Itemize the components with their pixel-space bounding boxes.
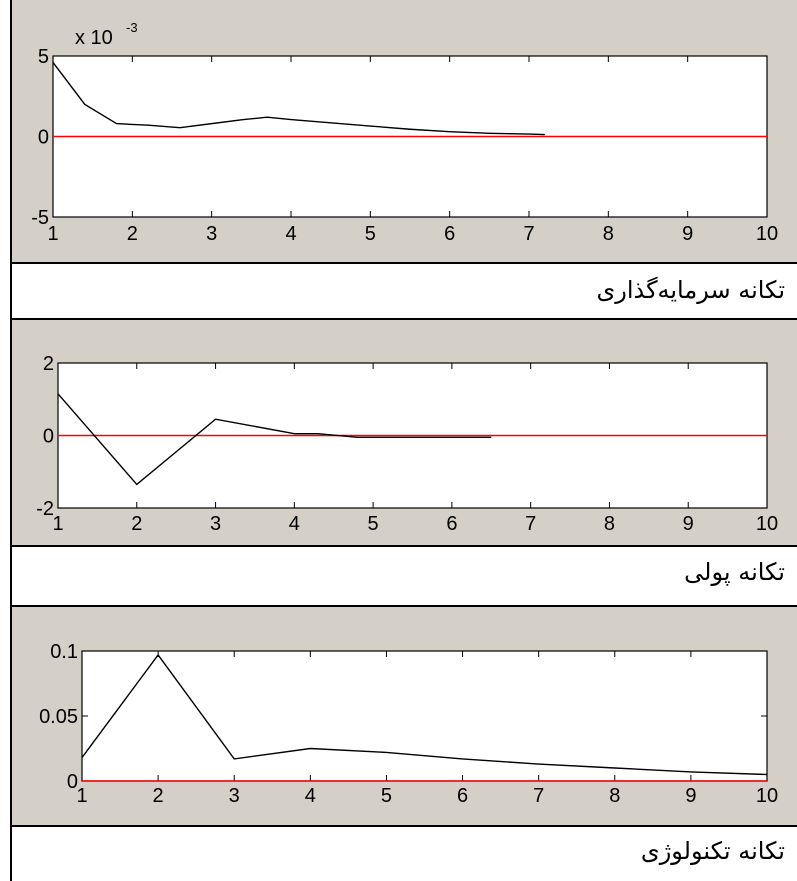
divider-1 — [10, 262, 797, 264]
x-tick-label: 5 — [381, 785, 392, 807]
x-tick-label: 6 — [457, 785, 468, 807]
y-exponent-label: x 10 — [75, 27, 113, 49]
x-tick-label: 10 — [756, 785, 778, 807]
y-tick-label: -2 — [36, 498, 54, 520]
monetary-shock-chart: 1 2 3 4 5 6 7 8 9 10 2 0 -2 — [36, 353, 778, 535]
caption-technology-shock: تکانه تکنولوژی — [640, 837, 785, 865]
x-tick-label: 10 — [756, 513, 778, 535]
y-tick-label: 5 — [38, 46, 49, 68]
response-line — [52, 62, 545, 136]
x-tick-label: 10 — [756, 223, 778, 245]
technology-shock-chart: 1 2 3 4 5 6 7 8 9 10 0.1 0.05 0 — [39, 641, 778, 807]
x-tick-label: 5 — [365, 223, 376, 245]
caption-monetary-shock: تکانه پولی — [684, 558, 785, 586]
x-tick-label: 4 — [305, 785, 316, 807]
x-tick-label: 6 — [446, 513, 457, 535]
x-tick-label: 7 — [533, 785, 544, 807]
chart-panel-1: 1 2 3 4 5 6 7 8 9 10 5 0 -5 x 10 -3 — [12, 0, 797, 262]
x-tick-label: 8 — [604, 513, 615, 535]
caption-investment-shock: تکانه سرمایه‌گذاری — [596, 276, 785, 304]
divider-4 — [10, 605, 797, 607]
divider-2 — [10, 318, 797, 320]
x-tick-label: 2 — [153, 785, 164, 807]
y-exponent-power: -3 — [126, 20, 138, 35]
plot-area — [81, 650, 768, 782]
chart-panel-2: 1 2 3 4 5 6 7 8 9 10 2 0 -2 — [12, 320, 797, 545]
y-tick-label: 2 — [43, 353, 54, 375]
y-tick-label: 0.1 — [50, 641, 78, 663]
divider-5 — [10, 825, 797, 827]
divider-3 — [10, 545, 797, 547]
response-line — [81, 653, 768, 776]
x-tick-label: 1 — [47, 223, 58, 245]
x-tick-label: 2 — [131, 513, 142, 535]
x-tick-label: 6 — [444, 223, 455, 245]
x-tick-label: 9 — [685, 785, 696, 807]
x-tick-label: 2 — [127, 223, 138, 245]
x-tick-label: 3 — [210, 513, 221, 535]
y-tick-label: -5 — [31, 207, 49, 229]
y-tick-label: 0.05 — [39, 706, 78, 728]
left-border — [10, 0, 12, 881]
x-tick-label: 9 — [682, 223, 693, 245]
x-tick-label: 7 — [523, 223, 534, 245]
x-tick-label: 3 — [229, 785, 240, 807]
y-tick-label: 0 — [43, 426, 54, 448]
x-tick-label: 5 — [368, 513, 379, 535]
x-tick-label: 4 — [289, 513, 300, 535]
response-line — [57, 393, 492, 486]
x-tick-label: 4 — [285, 223, 296, 245]
x-tick-label: 1 — [52, 513, 63, 535]
chart-panel-3: 1 2 3 4 5 6 7 8 9 10 0.1 0.05 0 — [12, 607, 797, 825]
x-tick-label: 3 — [206, 223, 217, 245]
x-tick-label: 7 — [525, 513, 536, 535]
y-tick-label: 0 — [67, 771, 78, 793]
investment-shock-chart: 1 2 3 4 5 6 7 8 9 10 5 0 -5 x 10 -3 — [31, 20, 778, 245]
x-tick-label: 8 — [609, 785, 620, 807]
x-tick-label: 1 — [76, 785, 87, 807]
y-tick-label: 0 — [38, 127, 49, 149]
x-tick-label: 8 — [603, 223, 614, 245]
x-tick-label: 9 — [683, 513, 694, 535]
